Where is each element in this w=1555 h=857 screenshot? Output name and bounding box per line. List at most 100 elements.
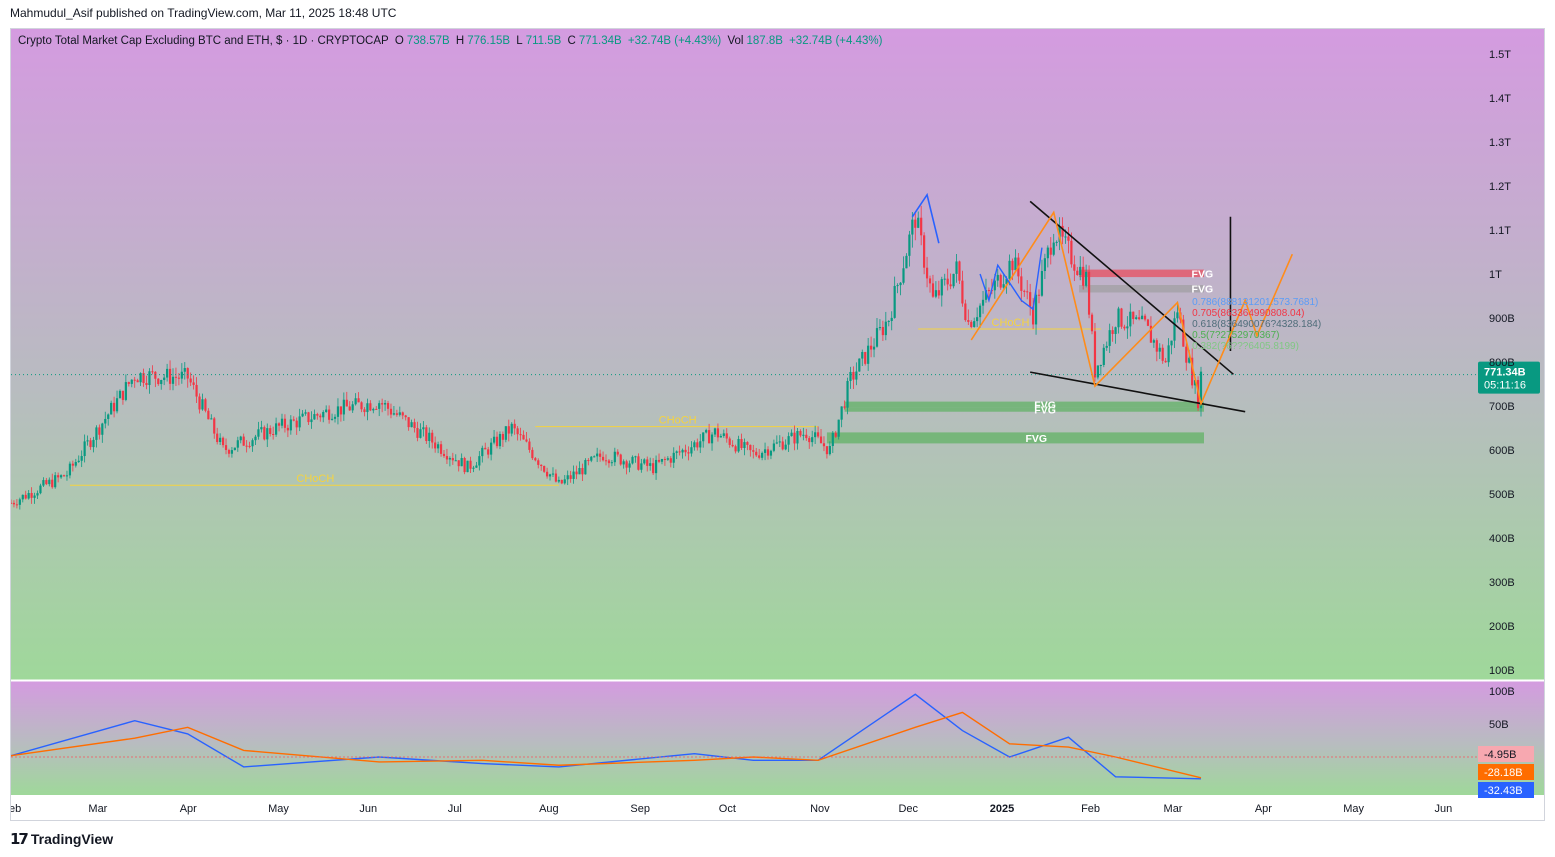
candle-body xyxy=(811,437,814,443)
open-value: 738.57B xyxy=(406,35,450,47)
candle-body xyxy=(852,371,855,380)
candle-body xyxy=(407,417,410,428)
chart-frame[interactable]: CHoCH CHoCH CHoCH FVG FVG FVG FVG FVG 0.786(888… xyxy=(10,28,1545,821)
candle-body xyxy=(687,452,690,454)
fvg-zone xyxy=(1079,269,1204,278)
x-tick-label: 2025 xyxy=(990,803,1014,815)
candle-body xyxy=(51,479,54,488)
x-tick-label: Mar xyxy=(88,803,107,815)
candle-body xyxy=(419,429,422,438)
y-tick-label: 1.4T xyxy=(1489,93,1511,105)
candle-body xyxy=(1067,236,1070,241)
candle-body xyxy=(404,415,407,418)
candle-body xyxy=(1096,365,1100,378)
candle-body xyxy=(460,458,463,467)
fvg-label: FVG xyxy=(1192,284,1214,296)
y-tick-label: 1.3T xyxy=(1489,137,1511,149)
candle-body xyxy=(1037,294,1041,296)
candle-body xyxy=(601,456,605,461)
candle-body xyxy=(973,321,976,327)
candle-body xyxy=(1123,326,1126,329)
ind-value-badge-bg xyxy=(1478,764,1534,780)
candle-body xyxy=(743,442,746,448)
candle-body xyxy=(1087,271,1091,315)
candle-body xyxy=(251,440,254,447)
candle-body xyxy=(313,414,316,420)
candle-body xyxy=(92,439,95,448)
y-tick-label: 700B xyxy=(1489,401,1515,413)
candle-body xyxy=(728,438,731,445)
low-label: L xyxy=(516,35,523,47)
candle-body xyxy=(516,428,519,435)
candle-body xyxy=(189,378,192,383)
tradingview-logo[interactable]: 𝟭𝟳 TradingView xyxy=(10,830,113,848)
candle-body xyxy=(115,398,119,412)
candle-body xyxy=(298,416,301,428)
candle-body xyxy=(36,493,39,496)
candle-body xyxy=(878,327,882,329)
candle-body xyxy=(987,290,991,292)
candle-body xyxy=(227,450,231,454)
candle-body xyxy=(596,453,599,457)
candle-body xyxy=(881,327,884,336)
fib-label: 0.5(7?2752970367) xyxy=(1192,330,1279,341)
candle-body xyxy=(981,299,985,306)
candle-body xyxy=(392,413,396,415)
candle-body xyxy=(469,460,472,469)
candle-body xyxy=(955,261,958,274)
choch-label: CHoCH xyxy=(659,415,697,427)
candle-body xyxy=(543,465,546,472)
candle-body xyxy=(101,423,104,435)
candle-body xyxy=(425,427,428,442)
candle-body xyxy=(781,441,784,450)
candle-body xyxy=(858,358,861,372)
candle-body xyxy=(749,444,752,451)
candle-body xyxy=(62,475,66,477)
x-tick-label: Apr xyxy=(180,803,197,815)
fvg-zone xyxy=(826,432,1204,444)
candle-body xyxy=(375,408,378,410)
drawings-layer: 0.786(888131201.573.7681)0.705(863364990… xyxy=(11,192,1540,413)
candle-body xyxy=(867,345,870,364)
candle-body xyxy=(12,502,16,505)
candle-body xyxy=(186,368,189,379)
price-badge-countdown: 05:11:16 xyxy=(1484,380,1526,392)
candle-body xyxy=(1105,345,1108,348)
candle-body xyxy=(54,475,57,488)
candle-body xyxy=(1029,292,1032,307)
candle-body xyxy=(357,398,360,403)
x-tick-label: Mar xyxy=(1164,803,1183,815)
fvg-label: FVG xyxy=(1192,268,1214,280)
candle-body xyxy=(1093,331,1097,378)
y-tick-label: 500B xyxy=(1489,489,1515,501)
candle-body xyxy=(304,412,307,414)
candle-body xyxy=(572,471,575,479)
candle-body xyxy=(133,379,136,381)
candle-body xyxy=(431,432,434,443)
candle-body xyxy=(336,406,340,417)
candle-body xyxy=(1173,318,1176,341)
candle-body xyxy=(339,406,343,415)
candle-body xyxy=(584,460,587,475)
candle-body xyxy=(478,456,481,466)
candle-body xyxy=(484,447,487,450)
projection-path xyxy=(970,210,1294,407)
symbol-title[interactable]: Crypto Total Market Cap Excluding BTC an… xyxy=(18,35,389,47)
candle-body xyxy=(127,382,130,384)
candle-body xyxy=(1161,347,1164,361)
brand-name: TradingView xyxy=(30,831,114,847)
candle-body xyxy=(890,317,893,322)
candle-body xyxy=(48,479,51,485)
candle-body xyxy=(575,471,578,475)
candle-body xyxy=(381,403,384,405)
candle-body xyxy=(920,217,923,236)
candle-body xyxy=(911,219,914,235)
candle-body xyxy=(295,420,298,428)
candle-body xyxy=(710,434,714,444)
candle-body xyxy=(849,371,852,381)
y-tick-label: 1T xyxy=(1489,269,1502,281)
candle-body xyxy=(766,449,770,456)
candle-body xyxy=(345,399,348,407)
candle-body xyxy=(145,382,148,386)
